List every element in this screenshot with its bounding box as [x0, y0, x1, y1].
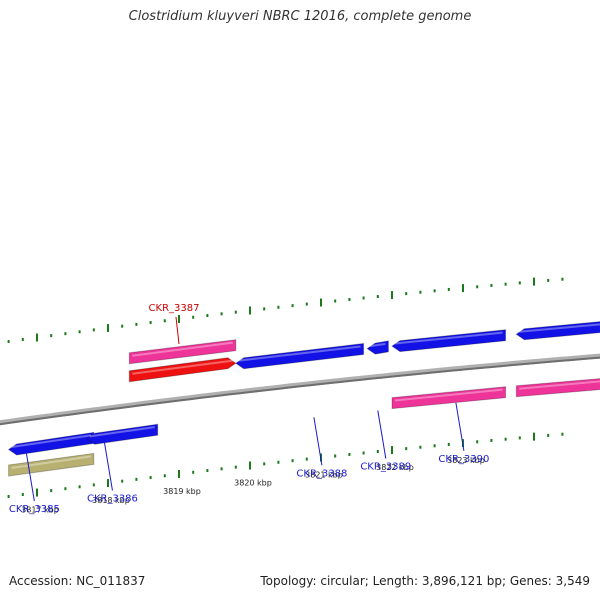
gene-highlight — [132, 341, 233, 357]
gene-rna — [515, 378, 600, 398]
genome-backbone — [0, 353, 600, 426]
gene-label: CKR_3389 — [360, 462, 411, 473]
gene-forward — [7, 431, 95, 456]
gene-highlight — [519, 380, 600, 390]
gene-label: CKR_3387 — [149, 303, 200, 314]
gene-forward — [515, 321, 600, 341]
gene-label: CKR_3388 — [296, 468, 347, 479]
gene-highlight — [132, 359, 233, 375]
label-leader — [175, 316, 180, 345]
label-leader — [377, 410, 387, 459]
gene-forward — [85, 423, 159, 445]
map-title: Clostridium kluyveri NBRC 12016, complet… — [128, 9, 472, 24]
gene-highlight — [394, 331, 503, 345]
gene-rna — [391, 386, 507, 410]
label-leader — [103, 442, 113, 491]
tick-label: 3823 kbp — [447, 456, 485, 465]
backbone-shadow — [0, 356, 600, 426]
tick-label: 3820 kbp — [234, 479, 272, 488]
tick-label: 3817 kbp — [21, 506, 59, 515]
label-leader — [313, 417, 323, 466]
backbone-line — [0, 353, 600, 426]
gene-highlight — [394, 388, 503, 402]
gene-highlight — [11, 434, 91, 448]
tick-label: 3821 kbp — [305, 471, 343, 480]
gene-label: CKR_3385 — [9, 504, 60, 515]
gene-forward — [391, 329, 507, 353]
topology-text: Topology: circular; Length: 3,896,121 bp… — [260, 574, 590, 588]
label-leader — [455, 402, 465, 451]
gene-forward — [234, 342, 365, 370]
label-leader — [25, 452, 35, 502]
gene-label: CKR_3386 — [87, 493, 138, 504]
tick-label: 3822 kbp — [376, 463, 414, 472]
gene-highlight — [11, 455, 91, 469]
gene-rna — [128, 339, 237, 365]
gene-labels: CKR_3385 CKR_3386 CKR_3387 CKR_3388 CKR_3389… — [9, 303, 489, 515]
gene-track — [7, 321, 600, 477]
gene-highlight — [89, 426, 155, 438]
gene-forward — [366, 340, 389, 355]
plus-strand-ticks — [7, 277, 564, 344]
gene-highlight — [370, 342, 386, 348]
gene-highlight — [519, 323, 600, 333]
gene-highlight — [238, 345, 361, 362]
gene-pseudo — [8, 452, 95, 477]
gene-reverse — [128, 357, 237, 383]
gene-label: CKR_3390 — [438, 454, 489, 465]
tick-label: 3818 kbp — [92, 496, 130, 505]
tick-label: 3819 kbp — [163, 487, 201, 496]
accession-text: Accession: NC_011837 — [9, 574, 146, 588]
